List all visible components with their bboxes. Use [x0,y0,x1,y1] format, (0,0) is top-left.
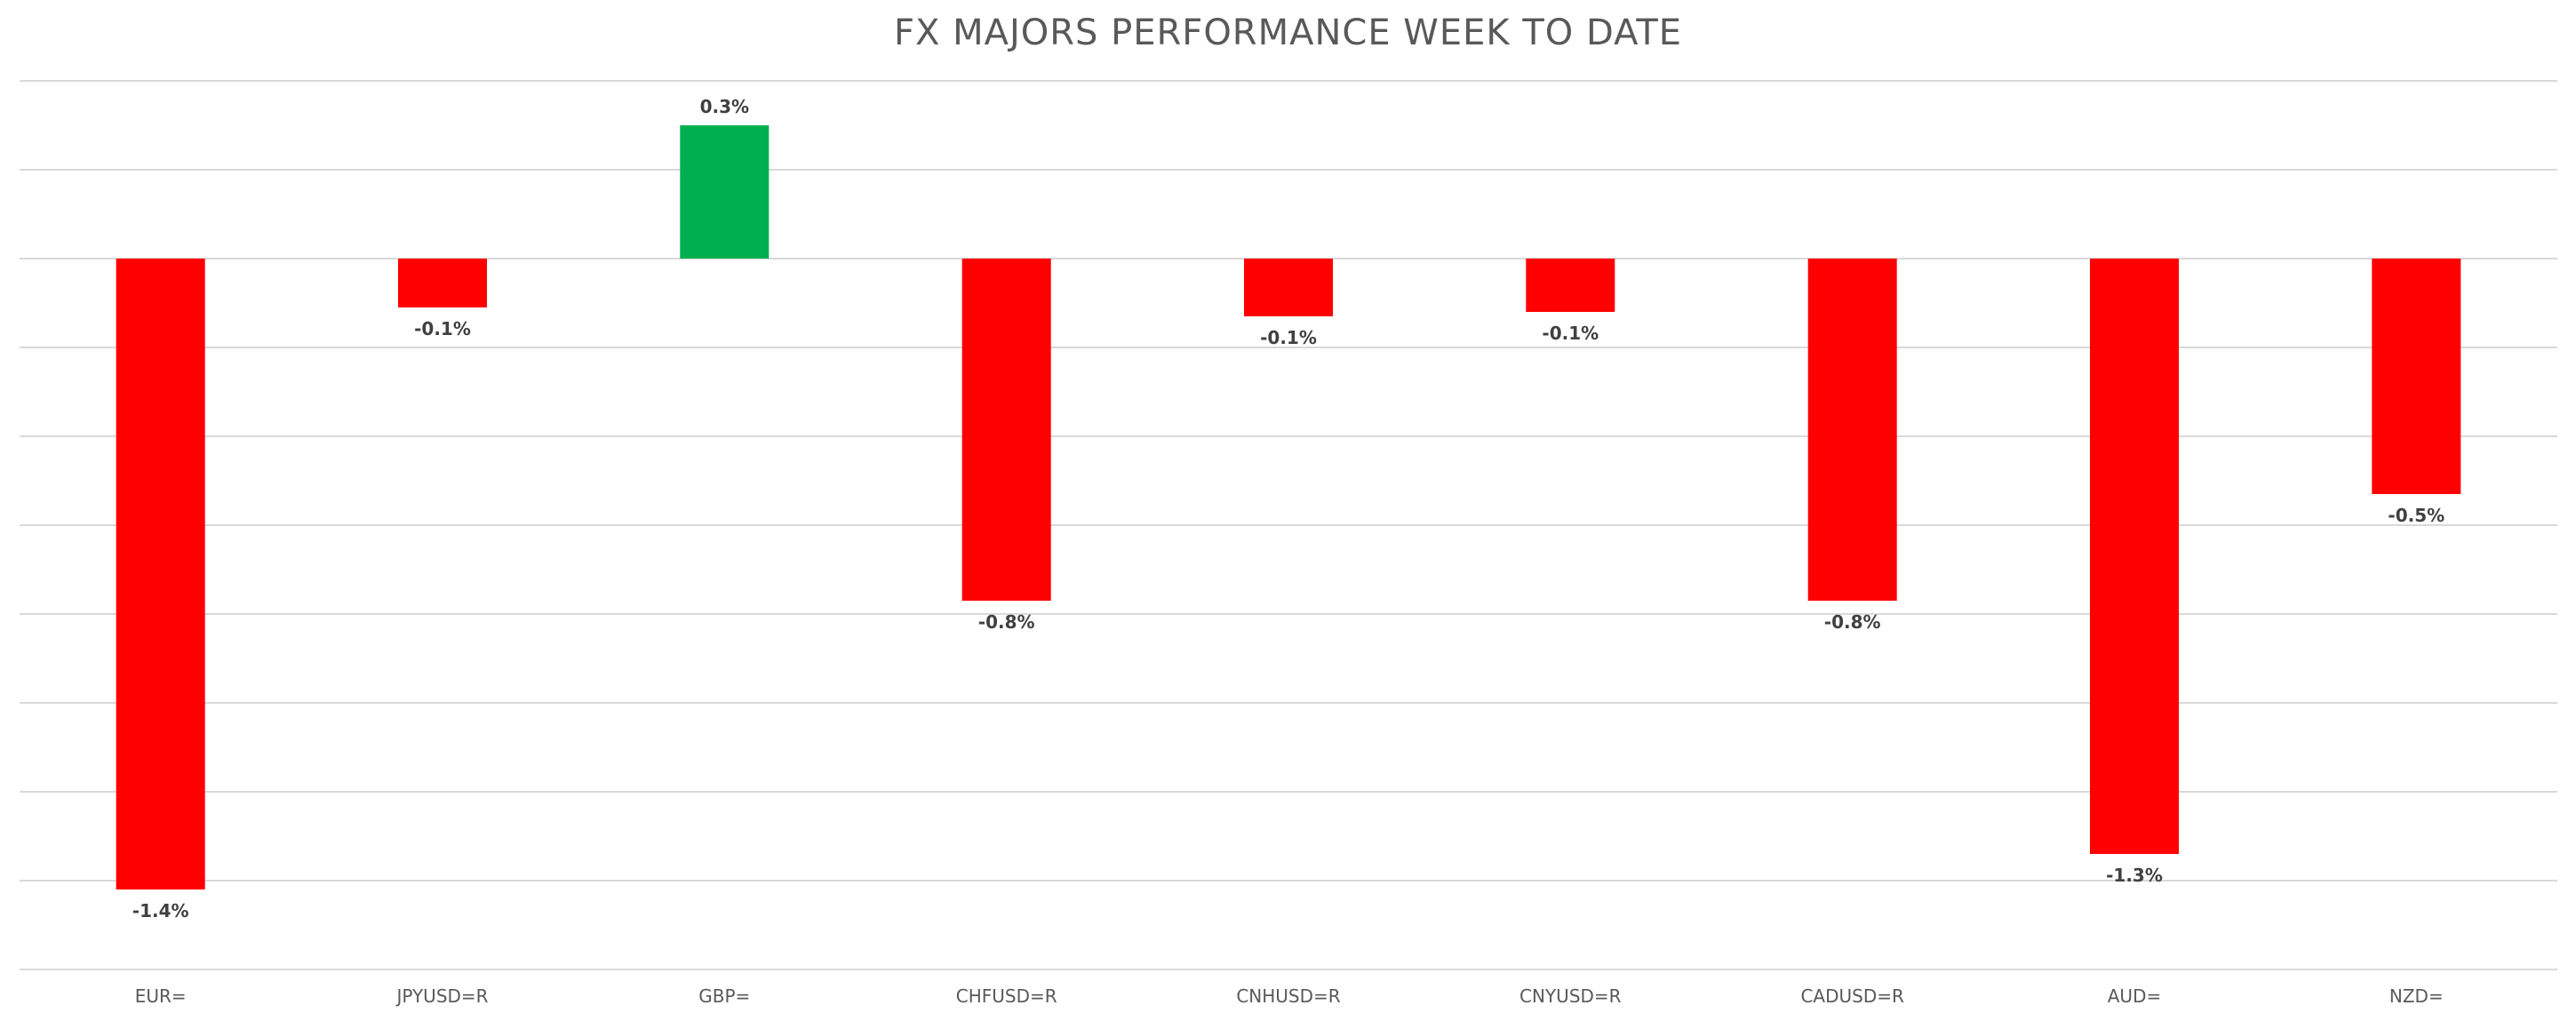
data-label: 0.3% [700,96,749,117]
bar-nzd [2372,259,2461,494]
x-tick-label: JPYUSD=R [395,985,488,1007]
bar-chfusd-r [961,259,1051,601]
data-label: -0.5% [2388,505,2444,526]
data-label: -0.1% [414,318,471,339]
chart-title: FX MAJORS PERFORMANCE WEEK TO DATE [893,12,1683,53]
bar-aud [2090,259,2179,854]
x-tick-label: CHFUSD=R [956,985,1057,1007]
bar-eur [116,259,205,889]
x-tick-label: NZD= [2389,985,2444,1007]
bar-cnhusd-r [1244,259,1333,316]
bar-jpyusd-r [398,259,487,307]
data-label: -0.1% [1542,323,1599,344]
bar-gbp [680,125,770,259]
x-tick-label: CNHUSD=R [1236,985,1340,1007]
data-label: -0.8% [978,611,1035,633]
data-label: -1.4% [132,900,189,921]
bar-cadusd-r [1807,259,1897,601]
data-label: -0.1% [1260,327,1317,348]
x-tick-label: CADUSD=R [1800,985,1904,1007]
data-label: -1.3% [2106,865,2163,886]
bars [116,125,2461,889]
data-label: -0.8% [1824,611,1881,633]
data-labels: -1.4% -0.1% 0.3% -0.8% -0.1% -0.1% -0.8% -1.3% -… [132,96,2444,921]
x-tick-label: GBP= [698,985,750,1007]
x-axis-tick-labels: EUR= JPYUSD=R GBP= CHFUSD=R CNHUSD=R CNYUSD=R… [135,985,2444,1007]
bar-cnyusd-r [1526,259,1615,312]
x-tick-label: AUD= [2108,985,2161,1007]
x-tick-label: CNYUSD=R [1519,985,1622,1007]
x-tick-label: EUR= [135,985,187,1007]
